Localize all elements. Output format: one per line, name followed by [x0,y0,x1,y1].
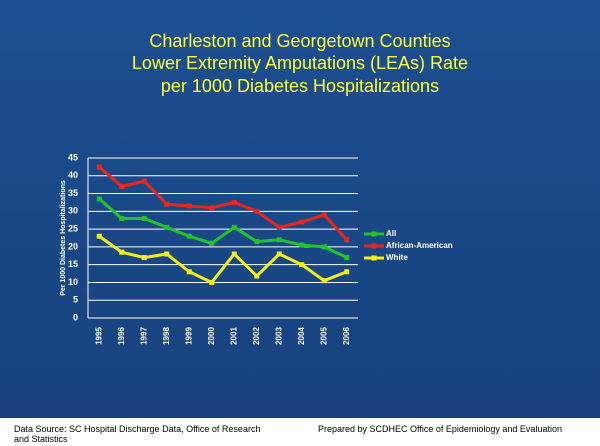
y-tick-label: 25 [68,223,78,233]
series-line [98,234,348,285]
point [209,279,215,285]
x-tick-label: 2005 [319,327,328,345]
legend-label: African-American [386,241,453,250]
chart-title: Charleston and Georgetown Counties [149,31,450,51]
footer-band [0,418,600,446]
point [276,237,282,243]
x-tick-label: 2000 [207,327,216,345]
point [344,269,350,275]
series-line [98,165,348,241]
point [186,269,192,275]
x-tick-label: 2003 [274,327,283,345]
point [141,178,147,184]
legend-marker [371,243,377,249]
y-tick-label: 45 [68,152,78,162]
footer-right: Prepared by SCDHEC Office of Epidemiolog… [318,424,562,434]
legend-marker [371,255,377,261]
point [231,199,237,205]
y-tick-label: 20 [68,241,78,251]
point [321,212,327,218]
point [276,224,282,230]
point [299,242,305,248]
legend-label: All [386,229,396,238]
legend-label: White [386,253,408,262]
point [96,233,102,239]
point [276,251,282,257]
point [186,233,192,239]
point [254,273,260,279]
x-tick-label: 1996 [117,327,126,345]
x-tick-label: 1995 [94,327,103,345]
series-line [98,197,348,259]
point [164,251,170,257]
x-tick-label: 1999 [184,327,193,345]
point [209,205,215,211]
point [186,203,192,209]
point [231,224,237,230]
y-tick-label: 15 [68,259,78,269]
y-tick-label: 0 [73,312,78,322]
y-tick-label: 10 [68,277,78,287]
point [119,215,125,221]
footer-left: Data Source: SC Hospital Discharge Data,… [14,424,261,444]
y-tick-label: 30 [68,206,78,216]
chart-title: per 1000 Diabetes Hospitalizations [161,76,439,96]
point [231,251,237,257]
x-tick-label: 1998 [162,327,171,345]
point [119,249,125,255]
x-tick-label: 2002 [252,327,261,345]
point [164,201,170,207]
point [344,255,350,261]
x-tick-label: 2006 [342,327,351,345]
point [164,224,170,230]
y-tick-label: 40 [68,170,78,180]
point [209,240,215,246]
y-tick-label: 35 [68,188,78,198]
point [299,219,305,225]
x-tick-label: 1997 [139,327,148,345]
legend-marker [371,231,377,237]
chart-title: Lower Extremity Amputations (LEAs) Rate [132,53,468,73]
point [254,239,260,245]
point [321,278,327,284]
point [254,208,260,214]
point [96,164,102,170]
point [96,196,102,202]
y-tick-label: 5 [73,295,78,305]
y-axis-label: Per 1000 Diabetes Hospitalizations [60,180,67,296]
point [141,215,147,221]
x-tick-label: 2001 [229,327,238,345]
point [141,255,147,261]
point [344,237,350,243]
point [119,183,125,189]
x-tick-label: 2004 [297,327,306,345]
point [299,262,305,268]
point [321,244,327,250]
background [0,0,600,418]
